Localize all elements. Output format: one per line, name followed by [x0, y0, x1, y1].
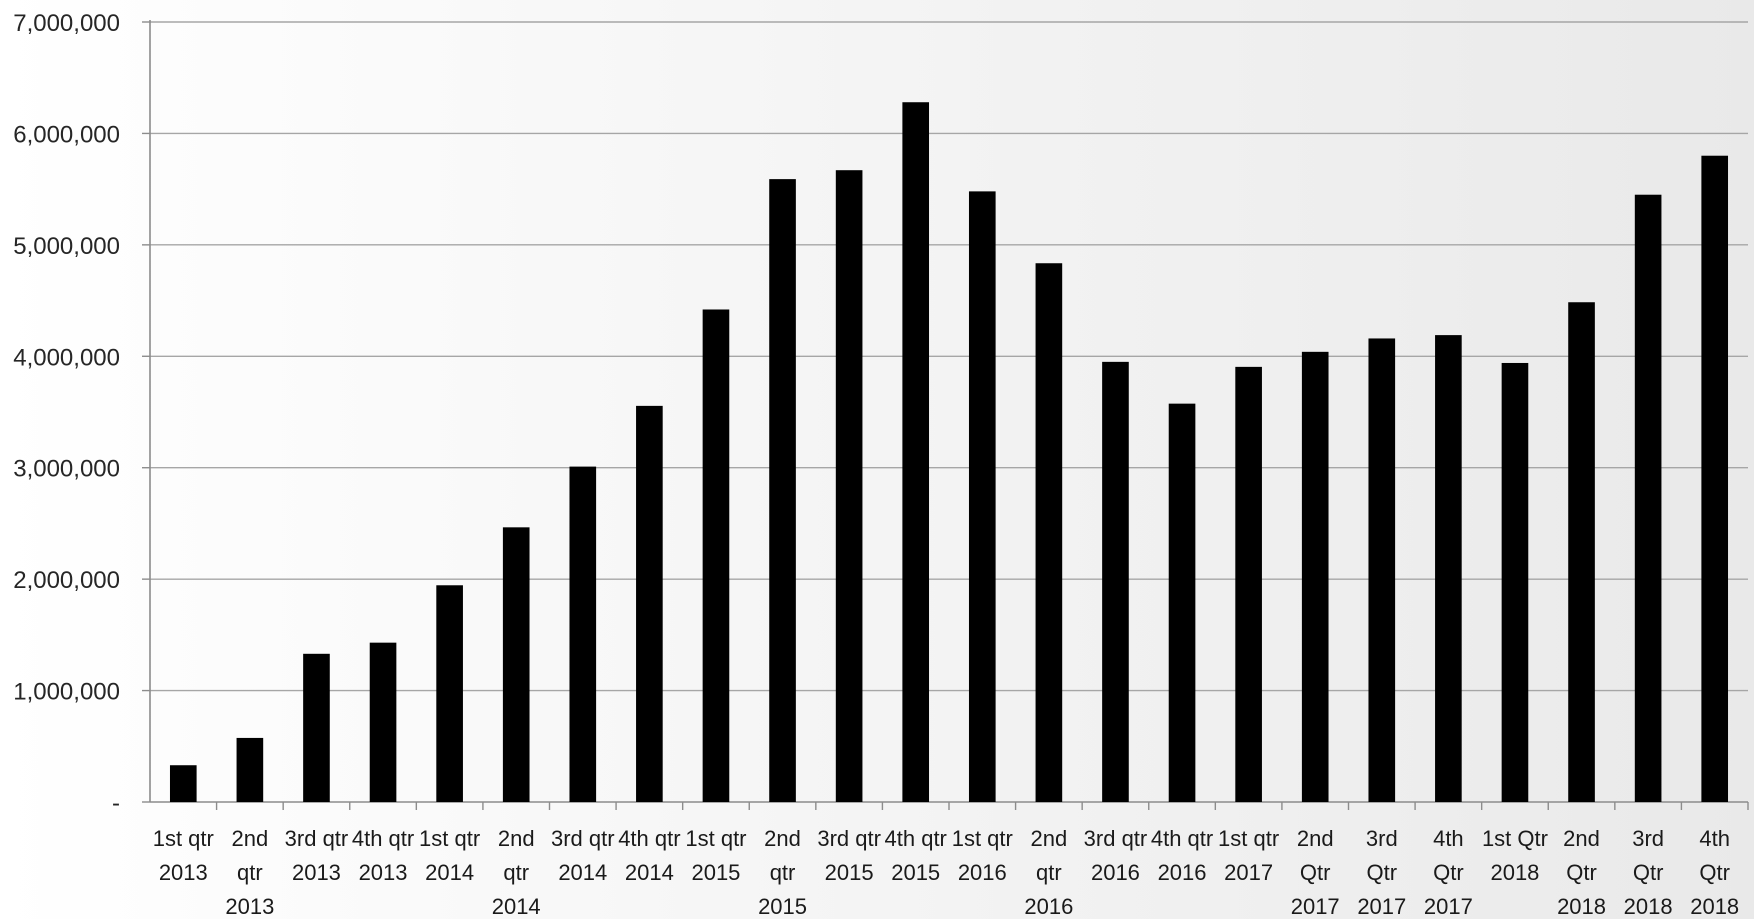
y-tick-label: 5,000,000: [13, 233, 120, 260]
bar: [1301, 351, 1329, 802]
bar: [502, 527, 530, 802]
y-tick-label: 1,000,000: [13, 679, 120, 706]
x-tick-label: 3rd Qtr 2017: [1357, 826, 1406, 919]
bar: [1235, 366, 1262, 802]
y-tick-labels: - 1,000,000 2,000,000 3,000,000 4,000,000 5,0…: [13, 10, 120, 817]
bar: [1634, 194, 1662, 802]
x-tick-label: 3rd Qtr 2018: [1624, 826, 1673, 919]
x-tick-label: 3rd qtr 2013: [285, 826, 349, 885]
x-tick-label: 2nd qtr 2014: [492, 826, 541, 919]
bar: [1035, 263, 1063, 802]
y-tick-label: 7,000,000: [13, 10, 120, 37]
x-tick-label: 3rd qtr 2015: [817, 826, 881, 885]
x-tick-label: 2nd qtr 2015: [758, 826, 807, 919]
x-tick-label: 2nd qtr 2013: [225, 826, 274, 919]
bar: [902, 102, 930, 802]
bar: [1701, 155, 1729, 802]
bar: [1168, 403, 1196, 802]
bar: [236, 737, 264, 802]
bar: [303, 653, 330, 802]
gridlines: [150, 21, 1748, 692]
y-tick-label: 2,000,000: [13, 567, 120, 594]
x-tick-label: 1st qtr 2017: [1218, 826, 1279, 885]
x-tick-label: 4th Qtr 2018: [1690, 826, 1739, 919]
bar: [436, 585, 463, 802]
bar: [169, 765, 197, 802]
x-tick-label: 4th qtr 2013: [352, 826, 414, 885]
bar: [702, 309, 730, 802]
x-tick-label: 3rd qtr 2016: [1084, 826, 1148, 885]
bar: [1102, 361, 1129, 802]
bar: [569, 466, 597, 802]
bar: [636, 405, 663, 802]
x-tick-label: 3rd qtr 2014: [551, 826, 615, 885]
bar: [1435, 335, 1462, 802]
x-tick-label: 1st qtr 2015: [685, 826, 746, 885]
bar: [369, 642, 397, 802]
bar: [1368, 338, 1396, 802]
x-tick-label: 4th Qtr 2017: [1424, 826, 1473, 919]
bar: [769, 179, 796, 803]
x-tick-label: 4th qtr 2015: [885, 826, 947, 885]
x-tick-label: 4th qtr 2016: [1151, 826, 1213, 885]
bar: [835, 170, 863, 802]
x-tick-label: 1st qtr 2013: [153, 826, 214, 885]
bars: [169, 102, 1729, 803]
x-tick-label: 4th qtr 2014: [618, 826, 680, 885]
x-tick-label: 1st qtr 2016: [952, 826, 1013, 885]
x-tick-label: 2nd Qtr 2018: [1557, 826, 1606, 919]
y-tick-label: 6,000,000: [13, 121, 120, 148]
x-tick-label: 2nd qtr 2016: [1024, 826, 1073, 919]
y-tick-label: 3,000,000: [13, 456, 120, 483]
axes: [142, 20, 1749, 810]
bar: [1501, 362, 1529, 802]
x-tick-label: 2nd Qtr 2017: [1291, 826, 1340, 919]
y-tick-label: 4,000,000: [13, 344, 120, 371]
bar: [1568, 302, 1595, 802]
x-tick-label: 1st Qtr 2018: [1482, 826, 1548, 885]
bar: [968, 191, 996, 802]
y-tick-label: -: [112, 790, 120, 817]
x-tick-label: 1st qtr 2014: [419, 826, 480, 885]
